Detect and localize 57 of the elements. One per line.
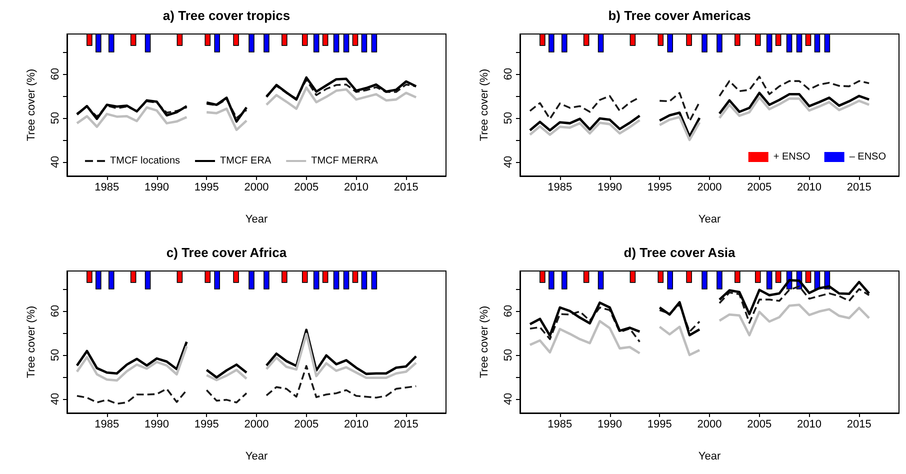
x-tick-label: 2015 xyxy=(846,418,872,430)
x-tick-label: 1990 xyxy=(144,182,170,194)
y-tick-label: 50 xyxy=(50,348,62,362)
x-tick-label: 2015 xyxy=(394,182,418,194)
x-tick-label: 2010 xyxy=(344,418,368,430)
x-axis-title: Year xyxy=(245,214,268,226)
x-tick-label: 1995 xyxy=(194,182,219,194)
y-axis-title: Tree cover (%) xyxy=(26,68,38,142)
legend-label: TMCF MERRA xyxy=(311,156,378,166)
x-tick-label: 2005 xyxy=(294,182,319,194)
x-tick-label: 2000 xyxy=(697,418,722,430)
y-tick-label: 60 xyxy=(502,68,514,80)
x-tick-label: 1990 xyxy=(598,182,622,194)
x-tick-label: 2015 xyxy=(846,182,872,194)
x-tick-label: 1995 xyxy=(194,418,219,430)
x-tick-label: 2010 xyxy=(344,182,368,194)
y-tick-label: 40 xyxy=(50,156,62,168)
x-tick-label: 1985 xyxy=(548,418,572,430)
y-tick-label: 60 xyxy=(50,68,62,80)
x-tick-label: 2015 xyxy=(394,418,418,430)
x-tick-label: 1995 xyxy=(647,182,672,194)
x-tick-label: 1985 xyxy=(94,182,120,194)
y-tick-label: 40 xyxy=(50,392,62,406)
x-tick-label: 2010 xyxy=(796,418,822,430)
chart-title: b) Tree cover Americas xyxy=(608,8,751,23)
legend-label: TMCF ERA xyxy=(220,156,272,166)
y-tick-label: 50 xyxy=(502,348,514,362)
legend-label: TMCF locations xyxy=(110,156,180,166)
x-tick-label: 1995 xyxy=(647,418,672,430)
y-tick-label: 50 xyxy=(50,112,62,124)
chart-title: d) Tree cover Asia xyxy=(624,245,736,260)
chart-title: c) Tree cover Africa xyxy=(166,245,288,260)
x-tick-label: 1985 xyxy=(94,418,120,430)
y-tick-label: 50 xyxy=(502,112,514,124)
y-axis-title: Tree cover (%) xyxy=(26,306,38,378)
x-tick-label: 2000 xyxy=(244,418,269,430)
x-tick-label: 2000 xyxy=(697,182,722,194)
x-tick-label: 1990 xyxy=(144,418,170,430)
x-tick-label: 2005 xyxy=(294,418,319,430)
x-tick-label: 1985 xyxy=(548,182,572,194)
x-axis-title: Year xyxy=(698,214,721,226)
x-tick-label: 2005 xyxy=(747,182,772,194)
y-tick-label: 60 xyxy=(502,304,514,318)
x-tick-label: 2010 xyxy=(796,182,822,194)
legend-label: + ENSO xyxy=(773,152,811,162)
x-tick-label: 1990 xyxy=(598,418,622,430)
y-tick-label: 40 xyxy=(502,156,514,168)
x-axis-title: Year xyxy=(698,450,721,462)
y-axis-title: Tree cover (%) xyxy=(478,68,490,142)
x-tick-label: 2005 xyxy=(747,418,772,430)
y-tick-label: 40 xyxy=(502,392,514,406)
y-axis-title: Tree cover (%) xyxy=(478,306,490,378)
x-axis-title: Year xyxy=(245,450,268,462)
x-tick-label: 2000 xyxy=(244,182,269,194)
y-tick-label: 60 xyxy=(50,304,62,318)
chart-title: a) Tree cover tropics xyxy=(162,8,290,23)
legend-label: – ENSO xyxy=(849,152,886,162)
